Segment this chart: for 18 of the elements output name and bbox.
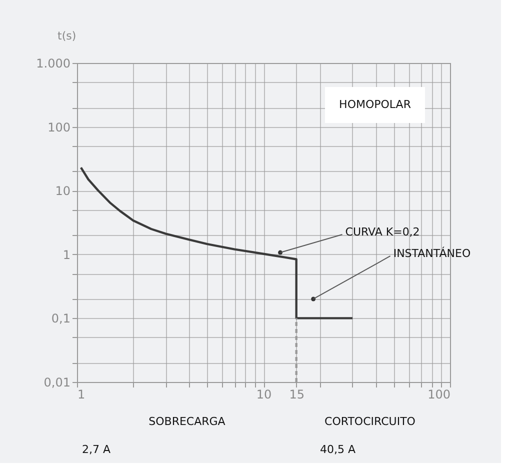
- y-tick-label: 1.000: [36, 56, 70, 70]
- x-tick-label: 10: [256, 388, 272, 402]
- x-tick-label: 15: [289, 388, 304, 402]
- x-tick-label: 1: [78, 388, 86, 402]
- y-tick-label: 10: [55, 184, 70, 198]
- y-tick-label: 100: [48, 120, 70, 134]
- annotation: CURVA K=0,2: [345, 226, 420, 239]
- x-tick-label: 100: [428, 388, 450, 402]
- annotation: HOMOPOLAR: [339, 98, 412, 111]
- text: CORTOCIRCUITO: [324, 415, 416, 428]
- annotation: INSTANTÁNEO: [393, 246, 471, 260]
- y-tick-label: 0,1: [51, 312, 70, 326]
- text: SOBRECARGA: [148, 415, 226, 428]
- y-tick-label: 0,01: [44, 376, 70, 390]
- text: 40,5 A: [320, 443, 356, 456]
- text: 2,7 A: [82, 443, 111, 456]
- y-tick-label: 1: [62, 248, 70, 262]
- y-axis-title: t(s): [58, 30, 76, 42]
